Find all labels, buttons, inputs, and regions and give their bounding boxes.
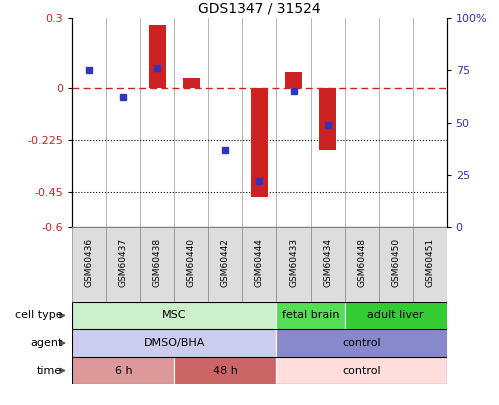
Bar	[106, 227, 140, 302]
Text: fetal brain: fetal brain	[282, 311, 339, 320]
Text: GSM60451: GSM60451	[425, 238, 434, 287]
Text: cell type: cell type	[15, 311, 62, 320]
Bar	[251, 88, 268, 197]
Text: GSM60438: GSM60438	[153, 238, 162, 287]
Text: GSM60436: GSM60436	[85, 238, 94, 287]
Bar	[285, 72, 302, 88]
Text: GSM60433: GSM60433	[289, 238, 298, 287]
Bar	[72, 302, 276, 329]
Bar	[72, 329, 276, 357]
Bar	[209, 227, 243, 302]
Bar	[276, 227, 310, 302]
Bar	[243, 227, 276, 302]
Bar	[175, 357, 276, 384]
Text: time: time	[37, 366, 62, 375]
Bar	[276, 329, 447, 357]
Text: 6 h: 6 h	[115, 366, 132, 375]
Text: GSM60442: GSM60442	[221, 238, 230, 287]
Bar	[379, 227, 413, 302]
Bar	[72, 357, 175, 384]
Bar	[183, 79, 200, 88]
Bar	[344, 302, 447, 329]
Text: control: control	[342, 366, 381, 375]
Text: MSC: MSC	[162, 311, 187, 320]
Title: GDS1347 / 31524: GDS1347 / 31524	[198, 2, 321, 16]
Text: GSM60448: GSM60448	[357, 238, 366, 287]
Text: DMSO/BHA: DMSO/BHA	[144, 338, 205, 348]
Bar	[310, 227, 344, 302]
Bar	[175, 227, 209, 302]
Bar	[276, 357, 447, 384]
Text: agent: agent	[30, 338, 62, 348]
Bar	[140, 227, 175, 302]
Text: GSM60450: GSM60450	[391, 238, 400, 287]
Bar	[344, 227, 379, 302]
Bar	[149, 25, 166, 88]
Text: GSM60440: GSM60440	[187, 238, 196, 287]
Text: 48 h: 48 h	[213, 366, 238, 375]
Bar	[276, 302, 344, 329]
Bar	[319, 88, 336, 150]
Text: adult liver: adult liver	[367, 311, 424, 320]
Bar	[72, 227, 106, 302]
Bar	[413, 227, 447, 302]
Text: GSM60437: GSM60437	[119, 238, 128, 287]
Text: GSM60434: GSM60434	[323, 238, 332, 287]
Text: control: control	[342, 338, 381, 348]
Text: GSM60444: GSM60444	[255, 238, 264, 287]
